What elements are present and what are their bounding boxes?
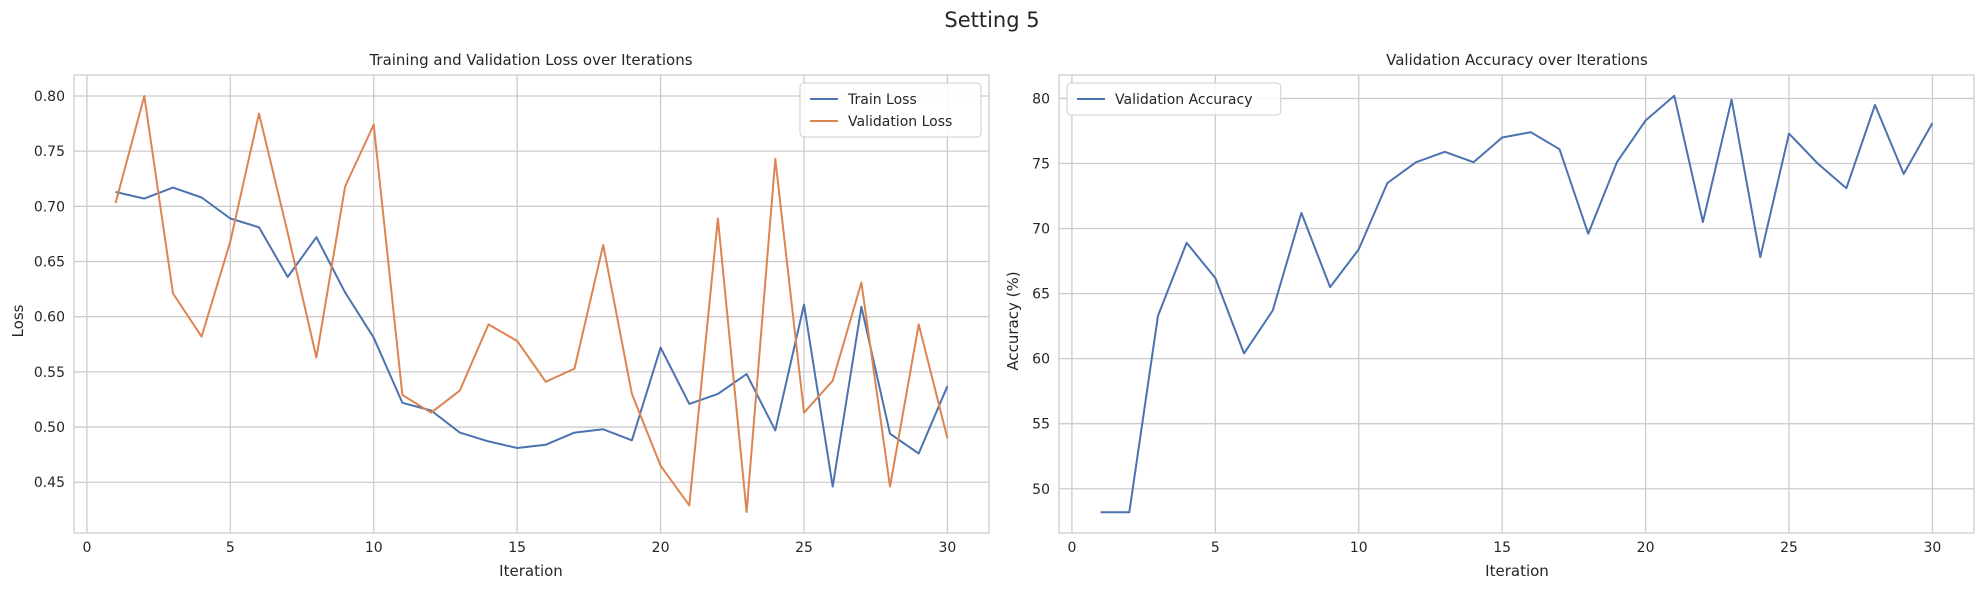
accuracy-chart-plot-area: [1059, 75, 1974, 533]
loss-chart-legend-label: Train Loss: [847, 92, 917, 108]
accuracy-chart-x-tick-label: 15: [1493, 540, 1511, 556]
loss-chart-x-tick-label: 30: [938, 540, 956, 556]
loss-chart-x-tick-label: 10: [365, 540, 383, 556]
accuracy-chart-y-tick-label: 50: [1032, 482, 1050, 498]
accuracy-chart-x-tick-label: 30: [1923, 540, 1941, 556]
loss-chart-y-tick-label: 0.45: [34, 475, 65, 491]
loss-chart-frame: [73, 74, 990, 534]
loss-chart-y-tick-label: 0.60: [34, 310, 65, 326]
loss-chart-panel: Training and Validation Loss over Iterat…: [9, 51, 990, 580]
accuracy-chart-legend: Validation Accuracy: [1066, 82, 1282, 116]
accuracy-chart-x-axis-label: Iteration: [1485, 562, 1549, 580]
accuracy-chart-y-tick-label: 75: [1032, 156, 1050, 172]
loss-chart-y-tick-label: 0.80: [34, 89, 65, 105]
loss-chart-y-tick-label: 0.65: [34, 255, 65, 271]
accuracy-chart-y-tick-label: 60: [1032, 352, 1050, 368]
loss-chart-y-tick-label: 0.55: [34, 365, 65, 381]
loss-chart-x-tick-label: 25: [795, 540, 813, 556]
loss-chart-y-axis-label: Loss: [9, 304, 27, 337]
accuracy-chart-y-axis-label: Accuracy (%): [1004, 271, 1022, 370]
loss-chart-title: Training and Validation Loss over Iterat…: [368, 51, 692, 69]
loss-chart-series-train-loss: [115, 186, 949, 488]
accuracy-chart-x-tick-label: 20: [1637, 540, 1655, 556]
accuracy-chart-y-tick-label: 55: [1032, 417, 1050, 433]
loss-chart-y-tick-label: 0.70: [34, 199, 65, 215]
accuracy-chart-y-tick-label: 80: [1032, 91, 1050, 107]
accuracy-chart-x-tick-label: 25: [1780, 540, 1798, 556]
loss-chart-legend-label: Validation Loss: [848, 114, 952, 130]
loss-chart-x-tick-label: 15: [508, 540, 526, 556]
loss-chart-x-tick-label: 20: [652, 540, 670, 556]
loss-chart-y-tick-label: 0.75: [34, 144, 65, 160]
accuracy-chart-panel: Validation Accuracy over Iterations Iter…: [1004, 51, 1975, 580]
loss-chart-x-tick-label: 5: [226, 540, 235, 556]
accuracy-chart-legend-label: Validation Accuracy: [1115, 92, 1253, 108]
accuracy-chart-x-tick-label: 0: [1067, 540, 1076, 556]
accuracy-chart-y-tick-label: 70: [1032, 222, 1050, 238]
accuracy-chart-frame: [1058, 74, 1975, 534]
loss-chart-y-tick-label: 0.50: [34, 420, 65, 436]
accuracy-chart-x-tick-label: 5: [1211, 540, 1220, 556]
figure-title: Setting 5: [944, 8, 1039, 32]
loss-chart-legend: Train Loss Validation Loss: [799, 82, 982, 138]
loss-chart-series-validation-loss: [114, 95, 949, 513]
accuracy-chart-y-tick-label: 65: [1032, 287, 1050, 303]
accuracy-chart-x-tick-label: 10: [1350, 540, 1368, 556]
accuracy-chart-title: Validation Accuracy over Iterations: [1386, 51, 1648, 69]
accuracy-chart-series-validation-accuracy: [1100, 94, 1934, 514]
loss-chart-x-tick-label: 0: [82, 540, 91, 556]
loss-chart-x-axis-label: Iteration: [499, 562, 563, 580]
